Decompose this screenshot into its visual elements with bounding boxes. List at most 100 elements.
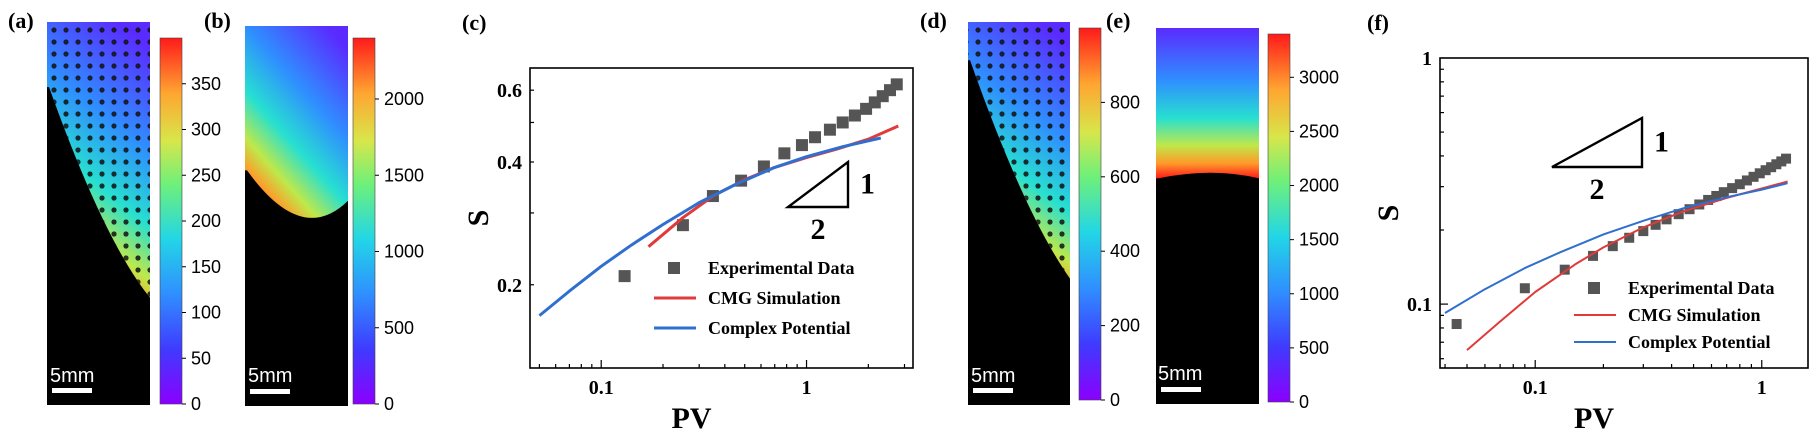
scalebar-label-d: 5mm (971, 365, 1015, 387)
slope-rise-label-c: 1 (860, 168, 875, 201)
legend-marker-f (1588, 282, 1600, 294)
x-tick-label-c: 0.1 (589, 377, 614, 399)
colorbar-e-tick: 1500 (1299, 230, 1339, 250)
data-point-f (1734, 179, 1745, 190)
legend-label-f-0: Experimental Data (1628, 278, 1774, 298)
colorbar-e-tick: 500 (1299, 338, 1329, 358)
plot-frame-f (1439, 57, 1809, 369)
panel-label-b: (b) (204, 8, 231, 33)
data-point-f (1754, 168, 1765, 179)
front-b (245, 26, 348, 218)
legend-marker-c (668, 262, 680, 274)
data-point-f (1748, 171, 1759, 182)
scalebar-b (250, 389, 290, 394)
colorbar-b-tick: 1500 (384, 165, 424, 185)
colorbar-d-tick: 600 (1110, 167, 1140, 187)
legend-label-c-1: CMG Simulation (708, 288, 841, 308)
colorbar-e-tick: 1000 (1299, 284, 1339, 304)
panel-label-c: (c) (462, 10, 486, 35)
legend-label-f-2: Complex Potential (1628, 332, 1770, 352)
series-line-c-2 (538, 136, 882, 317)
slope-triangle-c (784, 159, 850, 209)
data-point-f (1766, 162, 1777, 173)
data-point-f (1624, 232, 1635, 243)
colorbar-b: 0 500 1000 1500 2000 (352, 37, 424, 414)
colorbar-d-tick: 200 (1110, 316, 1140, 336)
colorbar-a-tick: 200 (191, 211, 221, 231)
data-point-f (1760, 165, 1771, 176)
data-point-f (1781, 153, 1792, 164)
colorbar-d-tick: 0 (1110, 390, 1120, 410)
scalebar-d (973, 388, 1013, 393)
plot-f: 0.1 1 0.1 1 PV S Experimental Data CMG Simulati… (1372, 48, 1809, 435)
data-point-f (1559, 264, 1570, 275)
data-point-f (1711, 190, 1722, 201)
data-point-c (795, 139, 808, 152)
plot-c: 0.1 1 0.2 0.4 0.6 PV S Experimental Data CMG Sim… (462, 67, 914, 435)
data-point-f (1519, 283, 1530, 294)
colorbar-a-tick: 0 (191, 394, 201, 414)
data-point-f (1650, 219, 1661, 230)
y-tick-label-c: 0.4 (497, 152, 522, 174)
panel-label-a: (a) (8, 8, 34, 33)
slope-run-label-f: 2 (1590, 173, 1605, 206)
colorbar-e-tick: 3000 (1299, 67, 1339, 87)
heatmap-e: 5mm (1156, 28, 1259, 404)
slope-triangle-f (1551, 115, 1644, 169)
x-axis-label-c: PV (672, 402, 712, 435)
scalebar-label-b: 5mm (248, 365, 292, 387)
data-point-c (778, 147, 791, 160)
colorbar-e-tick: 2000 (1299, 176, 1339, 196)
colorbar-a: 0 50 100 150 200 250 300 350 (159, 37, 221, 414)
colorbar-b-tick: 1000 (384, 242, 424, 262)
data-point-f (1661, 214, 1672, 225)
data-point-c (836, 116, 849, 129)
data-point-f (1451, 319, 1462, 330)
y-tick-label-f: 0.1 (1407, 294, 1432, 316)
colorbar-d-tick: 400 (1110, 241, 1140, 261)
colorbar-e-tick: 0 (1299, 392, 1309, 412)
panel-label-d: (d) (920, 8, 947, 33)
heatmap-b: 5mm (245, 26, 348, 406)
y-axis-label-c: S (462, 210, 495, 227)
plot-frame-c (529, 67, 914, 369)
data-point-f (1727, 183, 1738, 194)
legend-label-c-2: Complex Potential (708, 318, 850, 338)
colorbar-a-tick: 50 (191, 348, 211, 368)
data-point-f (1703, 194, 1714, 205)
y-tick-label-f: 1 (1422, 48, 1432, 70)
colorbar-e: 0 500 1000 1500 2000 2500 3000 (1267, 33, 1339, 412)
colorbar-a-tick: 250 (191, 165, 221, 185)
colorbar-b-tick: 2000 (384, 89, 424, 109)
data-point-f (1741, 175, 1752, 186)
scalebar-label-a: 5mm (50, 365, 94, 387)
heatmap-a: 5mm (47, 22, 150, 405)
y-axis-label-f: S (1372, 205, 1405, 222)
legend-label-c-0: Experimental Data (708, 258, 854, 278)
x-tick-label-f: 1 (1757, 377, 1767, 399)
colorbar-d-tick: 800 (1110, 92, 1140, 112)
panel-label-e: (e) (1106, 8, 1130, 33)
data-point-f (1607, 241, 1618, 252)
slope-rise-label-f: 1 (1654, 126, 1669, 159)
data-point-c (618, 270, 631, 283)
front-e (1156, 28, 1259, 179)
y-tick-label-c: 0.2 (497, 275, 522, 297)
x-axis-label-f: PV (1574, 402, 1614, 435)
data-point-c (848, 109, 861, 122)
colorbar-a-tick: 300 (191, 120, 221, 140)
data-point-f (1718, 187, 1729, 198)
x-tick-label-f: 0.1 (1523, 377, 1548, 399)
series-line-f-2 (1444, 182, 1788, 314)
data-point-f (1588, 250, 1599, 261)
colorbar-b-tick: 0 (384, 394, 394, 414)
heatmap-d: 5mm (968, 22, 1070, 405)
scalebar-label-e: 5mm (1158, 363, 1202, 385)
y-tick-label-c: 0.6 (497, 80, 522, 102)
colorbar-a-tick: 150 (191, 257, 221, 277)
data-point-c (890, 78, 903, 91)
scalebar-a (52, 388, 92, 393)
colorbar-a-tick: 350 (191, 74, 221, 94)
slope-run-label-c: 2 (811, 213, 826, 246)
